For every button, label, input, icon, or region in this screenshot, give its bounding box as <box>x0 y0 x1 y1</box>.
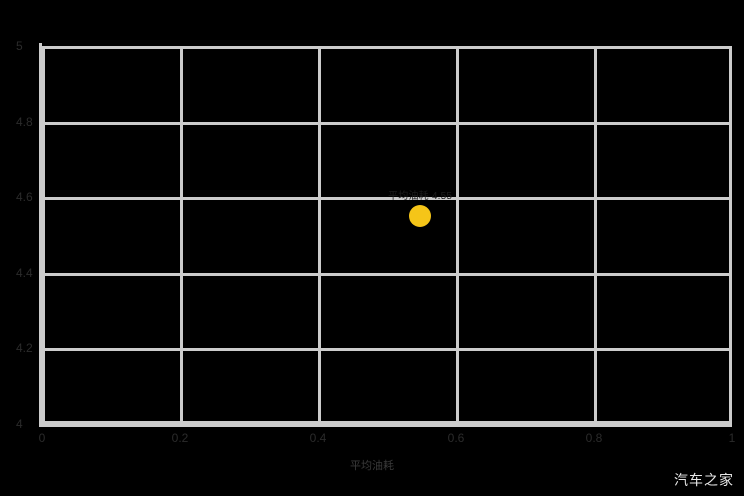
gridline-vertical <box>594 46 597 424</box>
gridline-horizontal <box>42 421 732 424</box>
data-point-label: 平均油耗 4.55 <box>388 191 453 203</box>
x-axis-tick-label: 0.2 <box>171 431 189 445</box>
gridline-horizontal <box>42 348 732 352</box>
gridline-vertical <box>456 46 459 424</box>
x-axis-line <box>39 424 732 427</box>
x-axis-tick-label: 0.4 <box>309 431 327 445</box>
x-axis-tick-label: 0.6 <box>447 431 465 445</box>
watermark-logo: 汽车之家 <box>674 473 734 489</box>
x-axis-tick-label: 1 <box>728 431 736 445</box>
x-axis-tick-label: 0.8 <box>585 431 603 445</box>
plot-area: 平均油耗 4.55 <box>39 43 732 427</box>
gridline-vertical <box>42 46 45 424</box>
gridline-horizontal <box>42 197 732 201</box>
x-axis-tick-label: 0 <box>38 431 46 445</box>
data-point[interactable] <box>409 205 432 228</box>
gridline-vertical <box>318 46 321 424</box>
gridline-horizontal <box>42 46 732 49</box>
gridline-horizontal <box>42 272 732 276</box>
gridline-vertical <box>729 46 732 424</box>
gridline-vertical <box>180 46 183 424</box>
x-axis-title: 平均油耗 <box>350 460 394 472</box>
gridline-horizontal <box>42 121 732 125</box>
y-axis-line <box>39 43 42 427</box>
